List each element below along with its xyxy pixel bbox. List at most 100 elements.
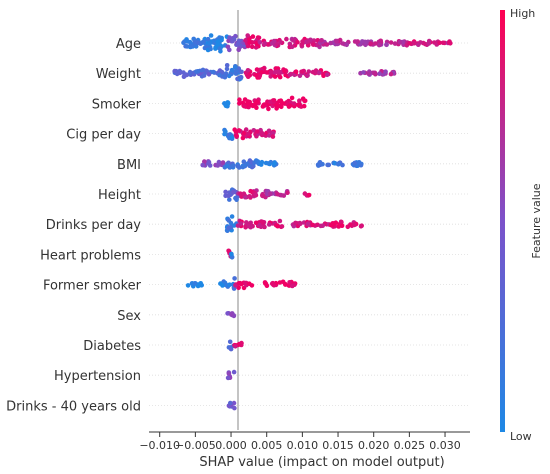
shap-point <box>334 39 339 44</box>
shap-point <box>260 219 266 225</box>
shap-point <box>359 223 365 228</box>
shap-point <box>202 159 207 164</box>
shap-point <box>373 71 378 77</box>
shap-point <box>225 44 231 50</box>
shap-point <box>282 68 287 74</box>
shap-point <box>299 42 304 47</box>
shap-point <box>418 40 423 45</box>
shap-point <box>227 35 232 40</box>
shap-point <box>247 163 252 169</box>
shap-point <box>220 283 225 288</box>
shap-point <box>260 192 265 198</box>
shap-point <box>262 102 267 107</box>
shap-point <box>267 133 272 138</box>
shap-point <box>229 135 235 140</box>
shap-point <box>229 67 235 73</box>
shap-point <box>282 281 288 287</box>
x-axis: −0.010−0.005 0.000 0.005 0.010 0.015 0.020 0.0… <box>139 431 470 452</box>
shap-point <box>272 161 277 166</box>
shap-point <box>258 224 264 229</box>
shap-point <box>277 74 283 80</box>
shap-point <box>262 224 267 230</box>
shap-point <box>272 74 278 79</box>
shap-point <box>340 41 346 46</box>
shap-point <box>383 69 388 74</box>
feature-label: Age <box>116 37 141 52</box>
x-tick-label: −0.005 <box>175 439 216 452</box>
shap-point <box>185 283 191 288</box>
shap-point <box>239 69 244 75</box>
shap-point <box>208 46 213 52</box>
shap-point <box>392 41 398 46</box>
shap-point <box>224 163 230 169</box>
shap-point <box>361 70 366 75</box>
shap-point <box>200 67 206 73</box>
shap-point <box>201 73 207 78</box>
shap-point <box>232 405 237 411</box>
shap-point <box>233 344 238 349</box>
shap-points <box>172 33 453 411</box>
shap-point <box>228 346 234 352</box>
shap-point <box>293 69 299 74</box>
shap-point <box>228 225 233 230</box>
shap-point <box>344 42 350 48</box>
shap-point <box>229 214 235 219</box>
shap-point <box>268 191 273 196</box>
shap-point <box>268 99 273 105</box>
shap-point <box>192 39 198 45</box>
shap-point <box>184 38 190 44</box>
shap-point <box>328 40 333 46</box>
shap-point <box>242 103 247 109</box>
shap-point <box>271 98 277 103</box>
shap-point <box>225 311 230 316</box>
colorbar-title: Feature value <box>530 183 543 258</box>
shap-point <box>184 72 190 78</box>
shap-point <box>217 72 222 78</box>
shap-point <box>235 164 241 169</box>
shap-point <box>222 101 227 106</box>
shap-point <box>397 39 403 45</box>
shap-point <box>220 160 226 165</box>
shap-point <box>259 69 265 75</box>
x-tick-label: 0.020 <box>358 439 390 452</box>
shap-point <box>251 128 257 133</box>
shap-point <box>388 40 394 45</box>
shap-point <box>227 282 232 288</box>
colorbar-low-label: Low <box>510 430 532 443</box>
shap-point <box>305 39 310 44</box>
shap-point <box>242 163 247 169</box>
shap-point <box>316 70 322 75</box>
shap-point <box>259 130 265 136</box>
shap-point <box>407 41 413 46</box>
shap-point <box>284 36 289 42</box>
x-tick-label: 0.030 <box>429 439 461 452</box>
shap-point <box>232 127 237 132</box>
shap-point <box>226 73 232 79</box>
shap-point <box>376 42 382 48</box>
shap-point <box>243 194 248 200</box>
shap-point <box>223 193 228 199</box>
shap-point <box>246 223 252 228</box>
shap-point <box>224 63 230 68</box>
shap-point <box>289 44 295 50</box>
shap-point <box>207 41 212 46</box>
feature-label: Diabetes <box>83 339 141 354</box>
feature-label: Weight <box>96 67 141 82</box>
shap-point <box>296 102 301 107</box>
shap-point <box>306 192 312 198</box>
feature-label: Height <box>98 188 141 203</box>
shap-point <box>238 221 244 226</box>
shap-point <box>270 131 276 136</box>
shap-point <box>253 100 259 105</box>
shap-point <box>278 102 284 108</box>
shap-point <box>228 220 234 226</box>
shap-point <box>324 72 330 78</box>
shap-point <box>256 35 262 41</box>
shap-point <box>333 220 339 225</box>
shap-point <box>324 42 330 47</box>
shap-point <box>226 371 232 376</box>
feature-label: Heart problems <box>40 248 141 263</box>
shap-point <box>205 36 211 42</box>
shap-point <box>247 40 252 45</box>
shap-point <box>253 158 259 163</box>
